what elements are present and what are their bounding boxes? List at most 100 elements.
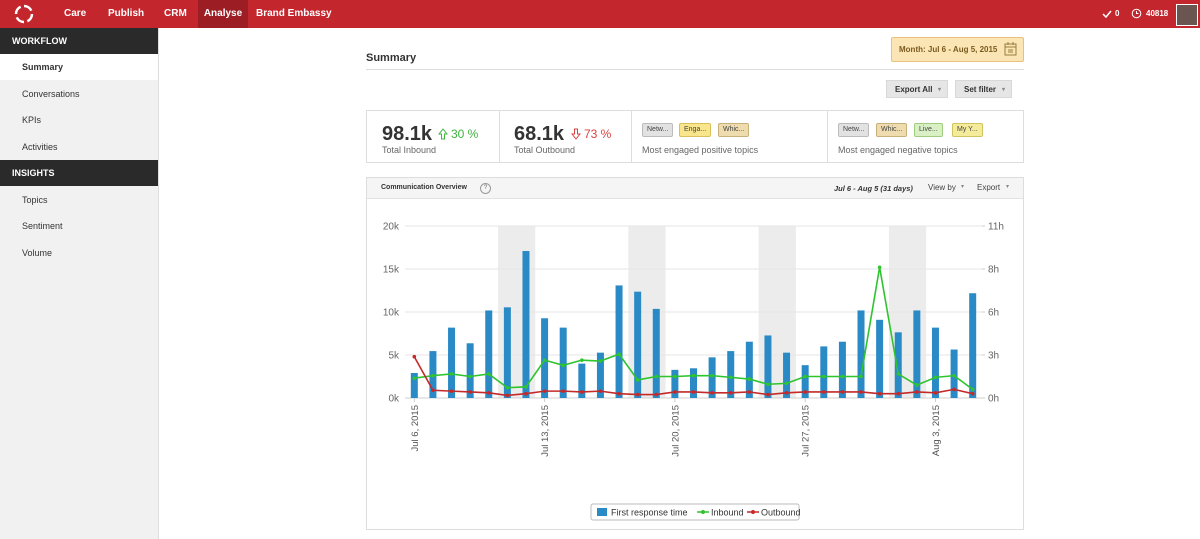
- view-by-menu[interactable]: View by: [928, 183, 956, 192]
- chart: 0k 5k 10k 15k 20k 0h 3h 6h 8h 11h Jul 6, 2015 Jul 1…: [383, 222, 1004, 521]
- divider: [366, 69, 1024, 70]
- line-point: [821, 374, 826, 379]
- export-all-button[interactable]: Export All ▾: [886, 80, 948, 98]
- nav-item[interactable]: Care: [64, 8, 87, 19]
- line-point: [766, 392, 770, 397]
- menu-item[interactable]: Volume: [22, 248, 53, 258]
- line-point: [635, 378, 640, 382]
- bar: [838, 341, 846, 398]
- legend: First response time Inbound Outbound: [590, 503, 801, 521]
- line-point: [524, 391, 528, 396]
- queue-count[interactable]: 40818: [1146, 9, 1169, 18]
- menu-item[interactable]: KPIs: [22, 115, 42, 125]
- panel-title: Communication Overview: [381, 184, 467, 191]
- line-point: [915, 390, 919, 394]
- stat-label: Total Outbound: [514, 145, 576, 155]
- bar: [764, 335, 772, 398]
- bar: [745, 341, 753, 398]
- y-tick-label: 10k: [383, 308, 400, 319]
- topic-tag[interactable]: Netw...: [642, 123, 674, 137]
- date-button[interactable]: Month: Jul 6 - Aug 5, 2015: [891, 37, 1024, 62]
- topic-tag[interactable]: My Y...: [952, 123, 983, 137]
- y-tick-label: 5k: [388, 351, 400, 362]
- menu-item[interactable]: Sentiment: [22, 221, 63, 231]
- topic-tag[interactable]: Enga...: [679, 123, 712, 137]
- topic-tag[interactable]: Netw...: [838, 123, 870, 137]
- bar: [578, 363, 586, 398]
- legend-label: Inbound: [711, 508, 744, 518]
- y-tick-label: 0k: [388, 394, 400, 405]
- stat-change: 30 %: [451, 127, 479, 141]
- bar: [615, 285, 623, 398]
- legend-box: [590, 503, 800, 521]
- topic-tag[interactable]: Live...: [914, 123, 943, 137]
- line-point: [691, 390, 696, 394]
- line-point: [691, 373, 696, 378]
- legend-label: Outbound: [761, 508, 801, 518]
- line-point: [673, 390, 677, 394]
- stat-change: 73 %: [584, 127, 612, 141]
- menu-item[interactable]: Topics: [22, 195, 48, 205]
- line-point: [728, 375, 733, 380]
- nav-item[interactable]: Brand Embassy: [256, 8, 332, 19]
- y2-tick-label: 6h: [988, 308, 999, 319]
- line-point: [896, 391, 901, 396]
- section-header: INSIGHTS: [0, 160, 158, 186]
- alert-count[interactable]: 0: [1115, 9, 1120, 18]
- nav-item-active[interactable]: Analyse: [198, 0, 248, 28]
- x-tick-label: Jul 27, 2015: [801, 405, 812, 457]
- bar: [652, 308, 660, 398]
- page-title: Summary: [366, 52, 417, 64]
- topic-tag[interactable]: Whic...: [876, 123, 908, 137]
- help-icon[interactable]: ?: [480, 183, 491, 194]
- line-point: [970, 387, 975, 392]
- menu-item[interactable]: Activities: [22, 142, 58, 152]
- section-header: WORKFLOW: [0, 28, 158, 54]
- bar: [876, 319, 884, 398]
- bar: [913, 310, 921, 398]
- nav-item[interactable]: CRM: [164, 8, 187, 19]
- menu-item-active[interactable]: Summary: [0, 54, 158, 80]
- bar: [410, 372, 418, 398]
- line-point: [654, 392, 659, 397]
- bar: [522, 251, 530, 398]
- bar: [503, 307, 511, 398]
- bar: [820, 346, 828, 398]
- stat-value: 68.1k: [514, 123, 565, 145]
- bar: [969, 293, 977, 398]
- menu-item[interactable]: Conversations: [22, 89, 80, 99]
- line-point: [505, 385, 510, 390]
- line-point: [580, 390, 584, 394]
- bar: [596, 352, 604, 398]
- line-point: [580, 358, 584, 362]
- line-point: [542, 358, 547, 362]
- line-point: [710, 391, 714, 395]
- y-tick-label: 20k: [383, 222, 400, 233]
- down-arrow: [571, 128, 581, 140]
- line-point: [859, 390, 863, 394]
- bar: [857, 310, 865, 398]
- bar: [690, 368, 697, 398]
- line-point: [617, 352, 621, 356]
- line-point: [747, 390, 752, 394]
- line-point: [468, 374, 472, 379]
- nav-item[interactable]: Publish: [108, 8, 145, 19]
- line-point: [859, 374, 863, 379]
- set-filter-button[interactable]: Set filter ▾: [955, 80, 1012, 98]
- line-point: [933, 391, 938, 395]
- button-label: Set filter: [964, 85, 997, 94]
- x-tick-label: Jul 6, 2015: [410, 405, 421, 451]
- date-label: Month: Jul 6 - Aug 5, 2015: [899, 45, 998, 54]
- export-menu[interactable]: Export: [977, 183, 1001, 192]
- avatar[interactable]: [1176, 4, 1198, 26]
- line-point: [766, 382, 770, 387]
- line-point: [431, 388, 435, 393]
- line-point: [505, 393, 510, 398]
- stat-cell: 68.1k 73 % Total Outbound: [500, 111, 632, 162]
- topic-cell: Netw... Enga... Whic... Most engaged pos…: [632, 111, 828, 162]
- bar: [783, 352, 791, 398]
- bar: [466, 343, 474, 398]
- bar: [634, 291, 642, 398]
- topic-tag[interactable]: Whic...: [718, 123, 750, 137]
